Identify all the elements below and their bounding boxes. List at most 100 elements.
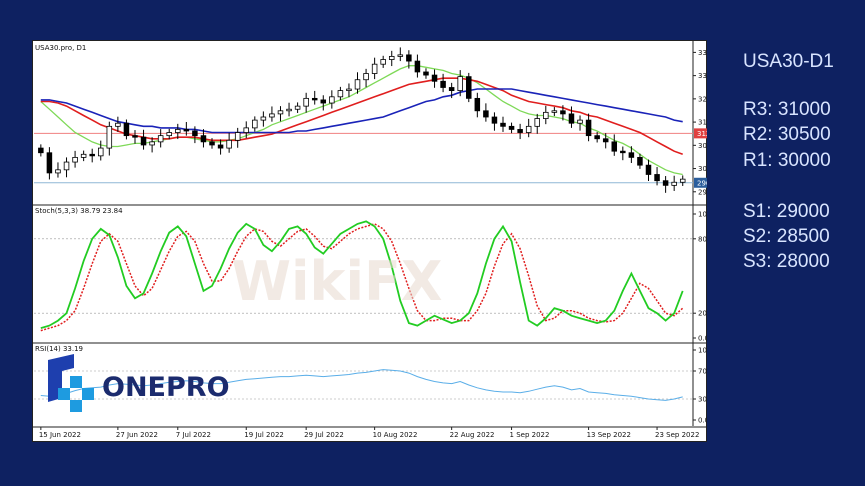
candle-down <box>483 110 489 118</box>
candle-up <box>277 110 284 115</box>
candle-down <box>585 119 592 137</box>
stoch-k-line <box>40 220 684 329</box>
candle-down <box>637 156 643 166</box>
candle-up <box>234 132 241 141</box>
stoch-tick-label: 0.00 <box>698 335 707 343</box>
stoch-d-line <box>40 223 684 332</box>
candle-up <box>371 63 378 74</box>
candle-up <box>149 141 155 146</box>
candle-down <box>320 99 327 104</box>
candle-up <box>380 59 386 65</box>
candle-down <box>311 97 318 101</box>
candle-up <box>72 156 78 163</box>
candle-up <box>286 108 292 112</box>
price-tick-label: 31636.50 <box>698 119 707 127</box>
candle-down <box>508 125 515 130</box>
wikifx-watermark: WikiFX <box>231 250 442 313</box>
candle-up <box>679 178 686 183</box>
candle-down <box>560 110 566 115</box>
time-tick-label: 15 Jun 2022 <box>39 431 81 439</box>
support-2: S2: 28500 <box>743 226 830 247</box>
rsi-tick-label: 100.00 <box>698 347 707 355</box>
candle-down <box>611 141 618 152</box>
chart-frame <box>32 40 707 442</box>
candle-up <box>363 73 369 81</box>
candle-down <box>440 80 446 88</box>
price-tick-label: 30141.00 <box>698 165 707 173</box>
candle-up <box>106 125 113 149</box>
candle-up <box>329 96 335 104</box>
candle-up <box>252 119 258 129</box>
ma-mid-line <box>40 77 683 156</box>
candle-down <box>423 71 429 76</box>
candle-down <box>448 87 455 92</box>
candle-up <box>166 132 172 137</box>
candle-down <box>628 152 635 158</box>
candle-up <box>294 105 301 110</box>
time-tick-label: 10 Aug 2022 <box>373 431 418 439</box>
candle-down <box>654 174 660 182</box>
chart-panel: 33879.75 33132.00 32384.25 31636.50 30888.75… <box>32 40 707 442</box>
time-tick-label: 13 Sep 2022 <box>587 431 631 439</box>
time-tick-label: 29 Jul 2022 <box>304 431 344 439</box>
candle-down <box>89 153 95 157</box>
rsi-line <box>40 369 683 401</box>
candle-down <box>406 54 412 62</box>
candle-down <box>620 150 626 154</box>
time-tick-label: 19 Jul 2022 <box>244 431 284 439</box>
candle-down <box>217 144 224 149</box>
candle-up <box>175 129 181 133</box>
candle-up <box>98 147 104 157</box>
candle-up <box>543 111 549 119</box>
candle-up <box>388 56 395 60</box>
current-price-label: 29683.60 <box>697 179 707 187</box>
chart-svg: 33879.75 33132.00 32384.25 31636.50 30888.75… <box>32 40 707 442</box>
resistance-3: R3: 31000 <box>743 99 831 120</box>
candle-down <box>132 135 138 138</box>
rsi-tick-label: 70.00 <box>698 368 707 376</box>
candle-down <box>46 152 53 174</box>
candle-down <box>491 116 498 124</box>
price-tick-label: 32384.25 <box>698 95 707 103</box>
hline-price-tag <box>694 128 707 139</box>
candle-up <box>397 54 404 57</box>
stoch-panel-header: Stoch(5,3,3) 38.79 23.84 <box>35 207 123 215</box>
rsi-tick-label: 30.00 <box>698 396 707 404</box>
price-panel-header: USA30.pro, D1 <box>35 44 86 52</box>
candle-down <box>500 122 506 127</box>
candle-up <box>55 169 61 174</box>
candle-down <box>183 129 190 132</box>
logo-text: ONEPRO <box>102 372 230 403</box>
candle-down <box>662 180 669 186</box>
price-tick-label: 29393.25 <box>698 188 707 196</box>
candle-up <box>551 110 558 113</box>
ma-slow-line <box>40 88 683 134</box>
support-3: S3: 28000 <box>743 251 830 272</box>
candle-down <box>209 141 215 146</box>
candle-down <box>517 129 523 133</box>
candle-down <box>594 135 600 140</box>
current-price-tag <box>694 177 707 188</box>
candle-up <box>337 90 344 98</box>
candle-down <box>602 138 609 143</box>
candle-up <box>115 122 121 127</box>
candle-down <box>474 97 481 112</box>
candle-up <box>525 125 532 133</box>
candle-up <box>226 139 232 149</box>
stoch-tick-label: 80.00 <box>698 235 707 243</box>
candle-up <box>303 97 309 107</box>
resistance-1: R1: 30000 <box>743 150 831 171</box>
candle-up <box>457 76 463 92</box>
time-tick-label: 1 Sep 2022 <box>510 431 550 439</box>
candle-up <box>157 135 164 143</box>
candle-down <box>431 74 438 82</box>
candle-down <box>192 130 198 137</box>
stoch-tick-label: 100.00 <box>698 211 707 219</box>
candle-up <box>577 119 583 124</box>
time-tick-label: 23 Sep 2022 <box>655 431 699 439</box>
time-tick-label: 22 Aug 2022 <box>450 431 495 439</box>
candle-up <box>63 161 70 171</box>
candle-up <box>346 88 352 92</box>
hline-price-label: 31273.39 <box>697 130 707 138</box>
candle-up <box>671 181 677 186</box>
